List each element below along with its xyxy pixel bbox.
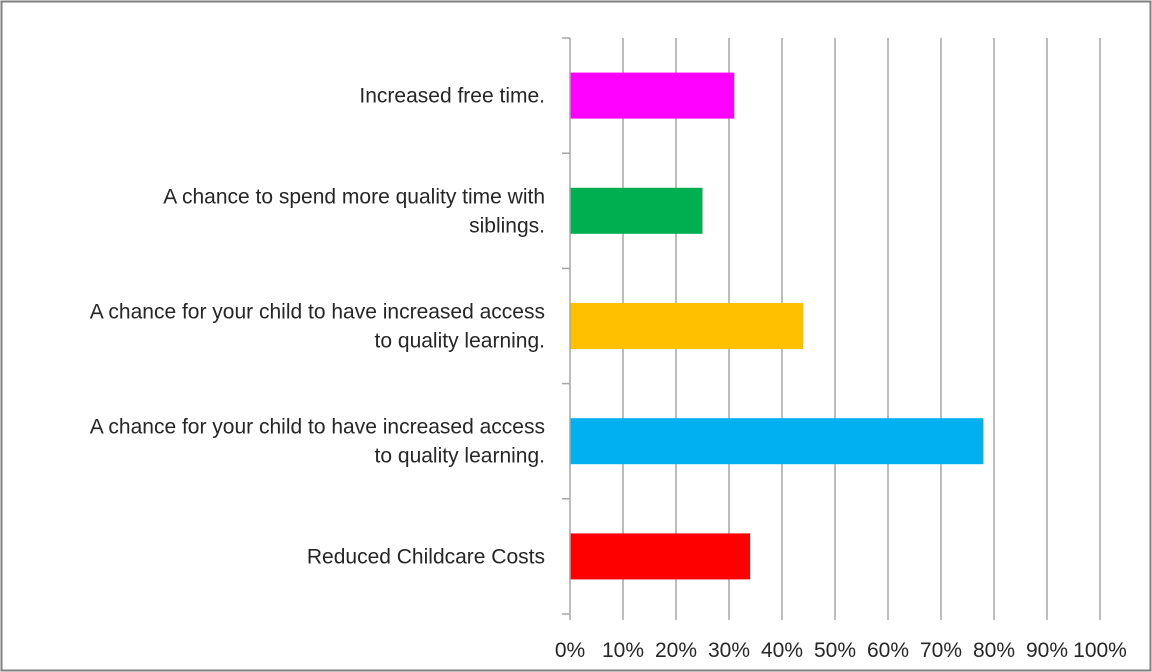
x-tick-label: 100% bbox=[1073, 639, 1127, 662]
x-tick-label: 50% bbox=[814, 639, 856, 662]
category-label-line: siblings. bbox=[469, 214, 545, 237]
x-tick-label: 90% bbox=[1026, 639, 1068, 662]
gridlines bbox=[622, 38, 1101, 614]
x-tick-label: 60% bbox=[867, 639, 909, 662]
category-label-line: A chance for your child to have increase… bbox=[90, 416, 545, 439]
category-label: A chance to spend more quality time with… bbox=[163, 185, 545, 237]
bar bbox=[570, 418, 984, 465]
bar bbox=[570, 533, 751, 580]
bar bbox=[570, 303, 804, 349]
bar bbox=[570, 187, 703, 234]
bars bbox=[570, 72, 984, 580]
x-tick-label: 30% bbox=[708, 639, 750, 662]
x-tick-label: 40% bbox=[761, 639, 803, 662]
category-labels: Increased free time. A chance to spend mo… bbox=[90, 85, 545, 569]
category-label-line: A chance to spend more quality time with bbox=[163, 185, 545, 208]
category-label-line: to quality learning. bbox=[375, 445, 545, 468]
x-tick-label: 20% bbox=[655, 639, 697, 662]
category-label: A chance for your child to have increase… bbox=[90, 301, 545, 353]
category-label-line: Reduced Childcare Costs bbox=[307, 545, 545, 568]
category-label-line: A chance for your child to have increase… bbox=[90, 301, 545, 324]
x-tick-label: 70% bbox=[920, 639, 962, 662]
category-label: A chance for your child to have increase… bbox=[90, 416, 545, 468]
x-tick-label: 10% bbox=[602, 639, 644, 662]
x-tick-labels: 0% 10% 20% 30% 40% 50% 60% 70% 80% 90% 100% bbox=[555, 639, 1127, 662]
x-tick-label: 0% bbox=[555, 639, 585, 662]
x-tick-label: 80% bbox=[973, 639, 1015, 662]
bar bbox=[570, 72, 735, 119]
category-label-line: Increased free time. bbox=[359, 85, 545, 108]
category-label: Increased free time. bbox=[359, 85, 545, 108]
axes bbox=[562, 37, 1101, 620]
category-label-line: to quality learning. bbox=[375, 330, 545, 353]
category-label: Reduced Childcare Costs bbox=[307, 545, 545, 568]
